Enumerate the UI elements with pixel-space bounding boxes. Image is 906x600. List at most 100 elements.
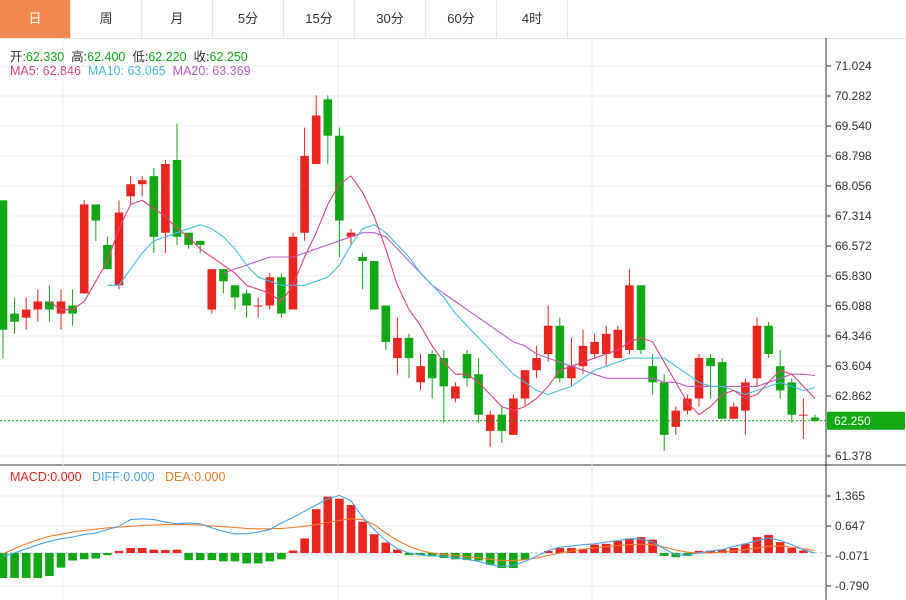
macd-bar [752,537,762,554]
y-tick-label: 65.088 [835,299,872,313]
candle-body [474,374,483,415]
candle-body [648,366,657,383]
candle-body [300,155,309,233]
tab-30min[interactable]: 30分 [355,0,426,38]
candle-body [462,354,472,379]
candle-body [601,333,611,355]
candle-body [21,309,31,318]
candle-body [79,204,89,294]
candle-body [207,269,217,310]
dea-value: 0.000 [194,470,226,484]
candle-body [532,358,541,371]
macd-bar [126,547,135,554]
y-tick-label: 70.282 [835,89,872,103]
macd-bar [381,542,391,554]
candle-body [114,212,124,286]
macd-bar [741,543,750,554]
y-tick-label: 61.378 [835,449,872,463]
macd-bar [717,549,727,554]
macd-legend: MACD:0.000 DIFF:0.000 DEA:0.000 [10,470,225,484]
candle-body [625,285,634,350]
macd-label: MACD: [10,470,51,484]
y-tick-label: 68.798 [835,149,872,163]
macd-bar [346,504,356,554]
macd-bar [277,553,286,560]
tab-15min[interactable]: 15分 [284,0,355,38]
candle-body [451,386,460,399]
macd-tick-label: 0.647 [835,519,865,533]
tab-month[interactable]: 月 [142,0,213,38]
candle-body [346,232,356,237]
macd-bar [323,496,333,554]
macd-bar [358,521,367,554]
candle-body [485,414,495,431]
tab-week[interactable]: 周 [71,0,142,38]
kline-chart[interactable]: 71.024 70.282 69.540 68.798 68.056 67.314 66.5… [0,38,906,600]
candle-body [230,285,240,298]
candle-body [752,325,762,379]
candle-body [10,313,19,322]
candle-body [659,382,669,435]
macd-bar [56,553,66,568]
ma5-value: 62.846 [42,64,81,78]
open-value: 62.330 [25,50,65,64]
candle-body [671,410,681,427]
candle-body [161,164,170,233]
macd-bar [335,498,344,554]
candle-body [741,382,750,411]
ma10-label: MA10: [87,64,124,78]
macd-bar [219,553,228,562]
diff-value: 0.000 [123,470,155,484]
macd-bar [265,553,275,562]
macd-bar [775,542,785,554]
ma10-line [107,224,816,396]
candle-body [56,301,66,314]
macd-value: 0.000 [50,470,82,484]
candle-body [358,256,367,262]
candle-body [799,414,808,416]
macd-bar [613,540,623,554]
macd-bar [393,549,402,554]
candle-body [439,358,449,387]
macd-bar [79,553,89,560]
candle-body [219,269,228,282]
macd-bar [45,553,54,576]
close-label: 收: [193,50,210,64]
macd-bar [555,547,565,554]
macd-bar [230,553,240,562]
macd-bar [659,553,669,556]
candle-body [555,325,565,379]
macd-bar [311,509,321,554]
macd-bar [149,549,159,554]
macd-tick-label: -0.790 [835,579,869,593]
candle-body [126,184,135,197]
candle-body [567,366,576,379]
macd-series [0,494,826,579]
candle-body [810,417,820,421]
diff-line [2,494,816,567]
candle-body [323,99,333,136]
candle-body [0,200,8,330]
tab-60min[interactable]: 60分 [426,0,497,38]
macd-bar [161,550,170,554]
tab-5min[interactable]: 5分 [213,0,284,38]
macd-bar [543,550,553,554]
candle-body [195,240,205,245]
ohlc-info: 开:62.330 高:62.400 低:62.220 收:62.250 [10,46,248,65]
y-tick-label: 68.056 [835,179,872,193]
candle-body [172,159,182,237]
grid-lines [0,38,906,600]
macd-bar [474,553,483,561]
tab-4hour[interactable]: 4时 [497,0,568,38]
macd-bar [253,553,263,564]
macd-bar [683,553,692,556]
candle-body [509,398,518,435]
macd-bar [648,539,657,554]
price-axis: 71.024 70.282 69.540 68.798 68.056 67.314 66.5… [0,59,905,593]
tab-day[interactable]: 日 [0,0,71,38]
y-tick-label: 71.024 [835,59,872,73]
candle-body [33,301,43,310]
macd-bar [207,553,217,561]
candle-body [369,261,379,310]
high-value: 62.400 [87,50,126,64]
